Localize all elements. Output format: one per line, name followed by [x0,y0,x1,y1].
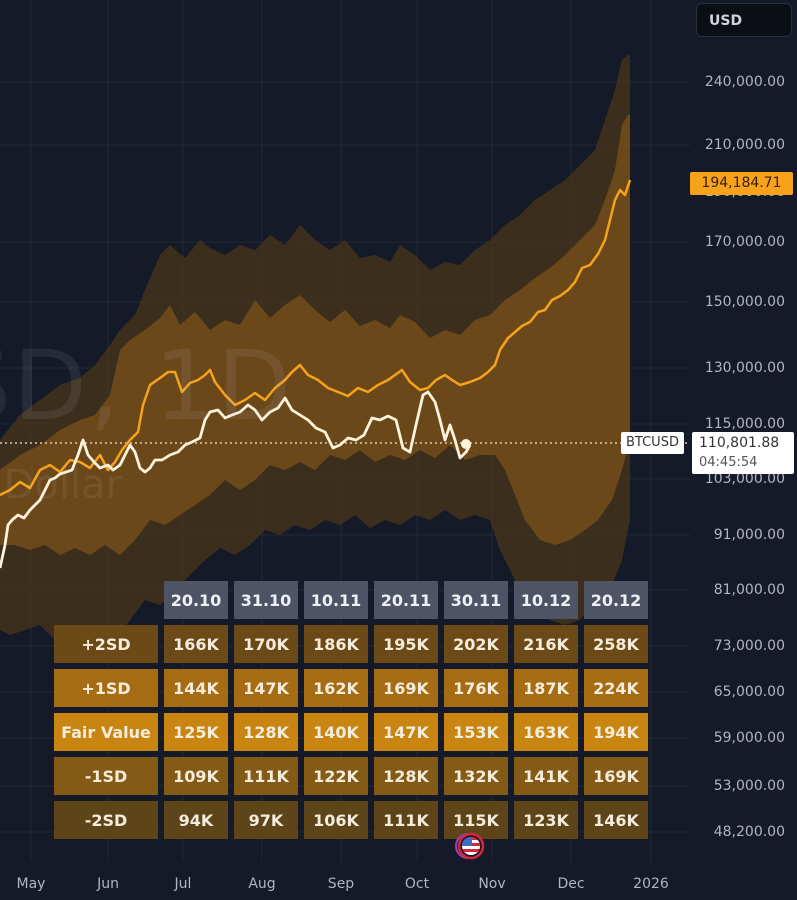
x-axis-label: Oct [404,876,430,892]
y-axis-label: 103,000.00 [704,471,785,487]
row-label: -1SD [54,757,158,795]
y-axis-label: 65,000.00 [713,684,785,700]
y-axis-label: 48,200.00 [713,824,785,840]
table-cell: 132K [444,757,508,795]
price-endpoint [461,439,471,449]
column-header: 31.10 [234,581,298,619]
table-cell: 166K [164,625,228,663]
table-cell: 109K [164,757,228,795]
band-1sd [0,115,630,555]
y-axis-label: 210,000.00 [704,137,785,153]
table-row-minus-2sd: -2SD 94K 97K 106K 111K 115K 123K 146K [54,801,648,839]
table-cell: 195K [374,625,438,663]
y-axis-label: 81,000.00 [713,582,785,598]
current-price-value: 110,801.88 [699,435,780,451]
y-axis-label: 115,000.00 [704,416,785,432]
row-label: +1SD [54,669,158,707]
table-cell: 123K [514,801,578,839]
table-cell: 97K [234,801,298,839]
y-axis-label: 53,000.00 [713,778,785,794]
y-axis-label: 170,000.00 [704,234,785,250]
table-row-fair-value: Fair Value 125K 128K 140K 147K 153K 163K… [54,713,648,751]
y-axis-label: 150,000.00 [704,294,785,310]
column-header: 30.11 [444,581,508,619]
fair-value-line [0,179,632,497]
x-axis-label: Sep [327,876,355,892]
row-label: +2SD [54,625,158,663]
table-row-plus-2sd: +2SD 166K 170K 186K 195K 202K 216K 258K [54,625,648,663]
table-cell: 187K [514,669,578,707]
column-header: 20.12 [584,581,648,619]
x-axis-label: Aug [248,876,276,892]
table-cell: 163K [514,713,578,751]
bar-countdown: 04:45:54 [699,455,758,470]
current-price-tag: 110,801.88 04:45:54 [692,432,794,474]
table-row-minus-1sd: -1SD 109K 111K 122K 128K 132K 141K 169K [54,757,648,795]
table-cell: 122K [304,757,368,795]
table-cell: 125K [164,713,228,751]
y-axis-label: 240,000.00 [704,74,785,90]
table-cell: 176K [444,669,508,707]
table-cell: 153K [444,713,508,751]
table-cell: 140K [304,713,368,751]
x-axis-label: Jul [174,876,192,892]
y-axis-label: 91,000.00 [713,527,785,543]
watermark-symbol: SD, 1D [0,330,293,442]
table-cell: 170K [234,625,298,663]
sd-table: 20.10 31.10 10.11 20.11 30.11 10.12 20.1… [48,575,654,845]
column-header: 10.12 [514,581,578,619]
table-cell: 141K [514,757,578,795]
table-cell: 144K [164,669,228,707]
fair-value-price-tag: 194,184.71 [690,172,793,195]
y-axis-label: 73,000.00 [713,638,785,654]
row-label: Fair Value [54,713,158,751]
column-header: 10.11 [304,581,368,619]
table-cell: 194K [584,713,648,751]
table-cell: 202K [444,625,508,663]
table-cell: 111K [234,757,298,795]
y-axis-label: 130,000.00 [704,360,785,376]
row-label: -2SD [54,801,158,839]
x-axis-label: May [16,876,46,892]
column-header: 20.11 [374,581,438,619]
table-row-plus-1sd: +1SD 144K 147K 162K 169K 176K 187K 224K [54,669,648,707]
table-cell: 128K [374,757,438,795]
x-axis-label: Dec [557,876,585,892]
column-header: 20.10 [164,581,228,619]
table-header-row: 20.10 31.10 10.11 20.11 30.11 10.12 20.1… [54,581,648,619]
table-cell: 111K [374,801,438,839]
currency-button[interactable]: USD [696,3,792,37]
table-cell: 115K [444,801,508,839]
x-axis-label: Nov [478,876,506,892]
table-cell: 147K [234,669,298,707]
table-cell: 224K [584,669,648,707]
table-corner [54,581,158,619]
x-axis-label: 2026 [633,876,669,892]
table-cell: 106K [304,801,368,839]
table-cell: 258K [584,625,648,663]
table-cell: 162K [304,669,368,707]
x-axis-label: Jun [97,876,119,892]
price-line [0,390,472,569]
us-flag-event-icon[interactable] [454,832,486,860]
table-cell: 216K [514,625,578,663]
y-axis-label: 59,000.00 [713,730,785,746]
table-cell: 128K [234,713,298,751]
symbol-tag: BTCUSD [621,432,684,454]
table-cell: 146K [584,801,648,839]
table-cell: 186K [304,625,368,663]
table-cell: 147K [374,713,438,751]
table-cell: 169K [584,757,648,795]
watermark-description: s Dollar [0,462,123,508]
table-cell: 169K [374,669,438,707]
table-cell: 94K [164,801,228,839]
